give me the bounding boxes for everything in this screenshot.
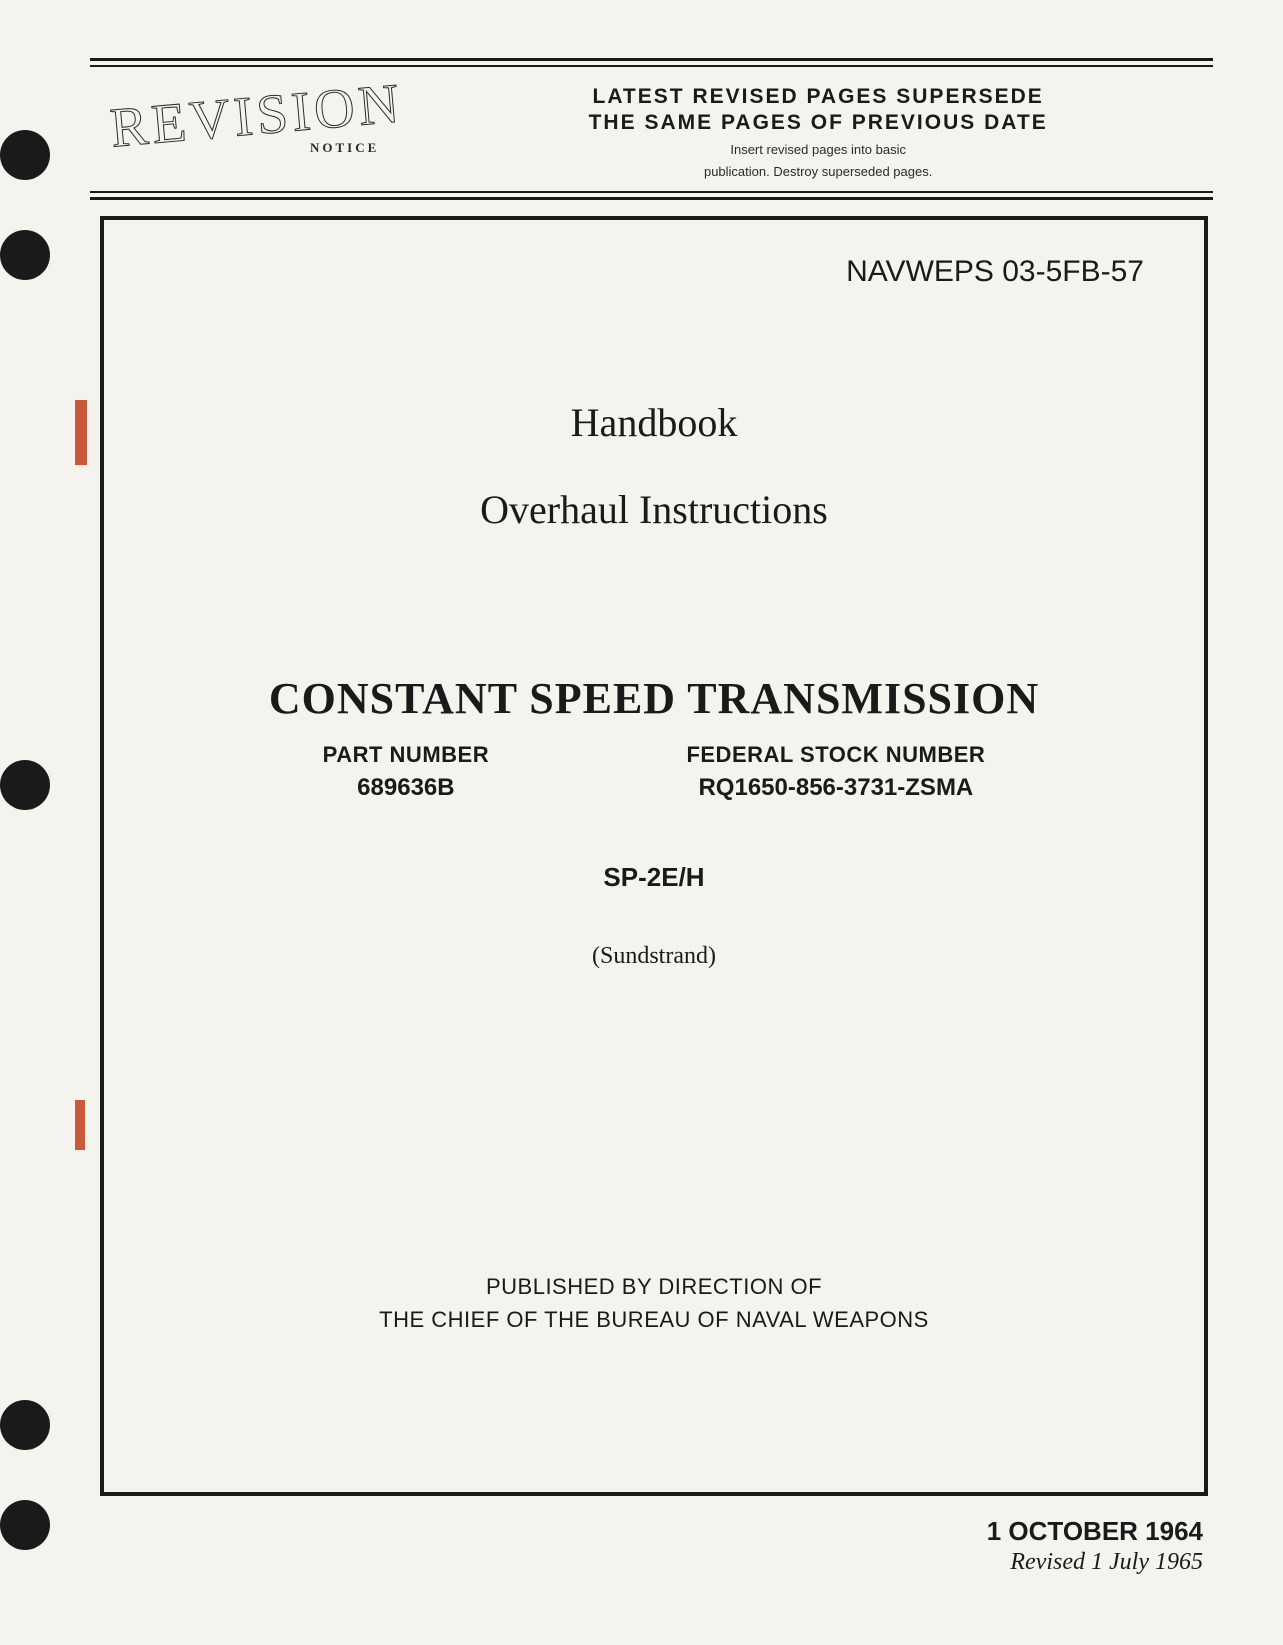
federal-stock-column: FEDERAL STOCK NUMBER RQ1650-856-3731-ZSM… [686, 742, 985, 802]
supersede-instruction: publication. Destroy superseded pages. [423, 163, 1213, 181]
notice-label: NOTICE [310, 140, 403, 156]
part-number-label: PART NUMBER [323, 742, 489, 768]
publisher-block: PUBLISHED BY DIRECTION OF THE CHIEF OF T… [164, 1270, 1144, 1336]
rule-line [90, 191, 1213, 193]
rule-line [90, 197, 1213, 200]
page-mark [75, 400, 87, 465]
supersede-instruction: Insert revised pages into basic [423, 141, 1213, 159]
part-number-column: PART NUMBER 689636B [323, 742, 489, 802]
original-date: 1 OCTOBER 1964 [90, 1516, 1203, 1547]
publisher-line: PUBLISHED BY DIRECTION OF [164, 1270, 1144, 1303]
overhaul-title: Overhaul Instructions [164, 486, 1144, 533]
revised-date: Revised 1 July 1965 [90, 1549, 1203, 1576]
binding-hole [0, 1500, 50, 1550]
publisher-line: THE CHIEF OF THE BUREAU OF NAVAL WEAPONS [164, 1303, 1144, 1336]
federal-stock-value: RQ1650-856-3731-ZSMA [686, 774, 985, 802]
federal-stock-label: FEDERAL STOCK NUMBER [686, 742, 985, 768]
supersede-text: THE SAME PAGES OF PREVIOUS DATE [423, 110, 1213, 136]
binding-hole [0, 1400, 50, 1450]
page-container: REVISION NOTICE LATEST REVISED PAGES SUP… [0, 0, 1283, 1645]
rule-line [90, 65, 1213, 67]
binding-hole [0, 760, 50, 810]
top-rule-group [90, 58, 1213, 67]
rule-line [90, 58, 1213, 61]
supersede-text: LATEST REVISED PAGES SUPERSEDE [423, 84, 1213, 110]
part-identifiers: PART NUMBER 689636B FEDERAL STOCK NUMBER… [164, 742, 1144, 802]
part-number-value: 689636B [323, 774, 489, 802]
handbook-title: Handbook [164, 399, 1144, 446]
mid-rule-group [90, 191, 1213, 200]
sp-code: SP-2E/H [164, 862, 1144, 893]
page-mark [75, 1100, 85, 1150]
revision-notice-block: REVISION NOTICE [90, 79, 403, 181]
manufacturer-name: (Sundstrand) [164, 943, 1144, 970]
date-block: 1 OCTOBER 1964 Revised 1 July 1965 [90, 1516, 1203, 1576]
content-frame: NAVWEPS 03-5FB-57 Handbook Overhaul Inst… [100, 216, 1208, 1496]
main-title: CONSTANT SPEED TRANSMISSION [164, 673, 1144, 724]
document-number: NAVWEPS 03-5FB-57 [164, 255, 1144, 289]
binding-hole [0, 230, 50, 280]
binding-hole [0, 130, 50, 180]
supersede-block: LATEST REVISED PAGES SUPERSEDE THE SAME … [423, 79, 1213, 181]
header-section: REVISION NOTICE LATEST REVISED PAGES SUP… [90, 79, 1213, 181]
